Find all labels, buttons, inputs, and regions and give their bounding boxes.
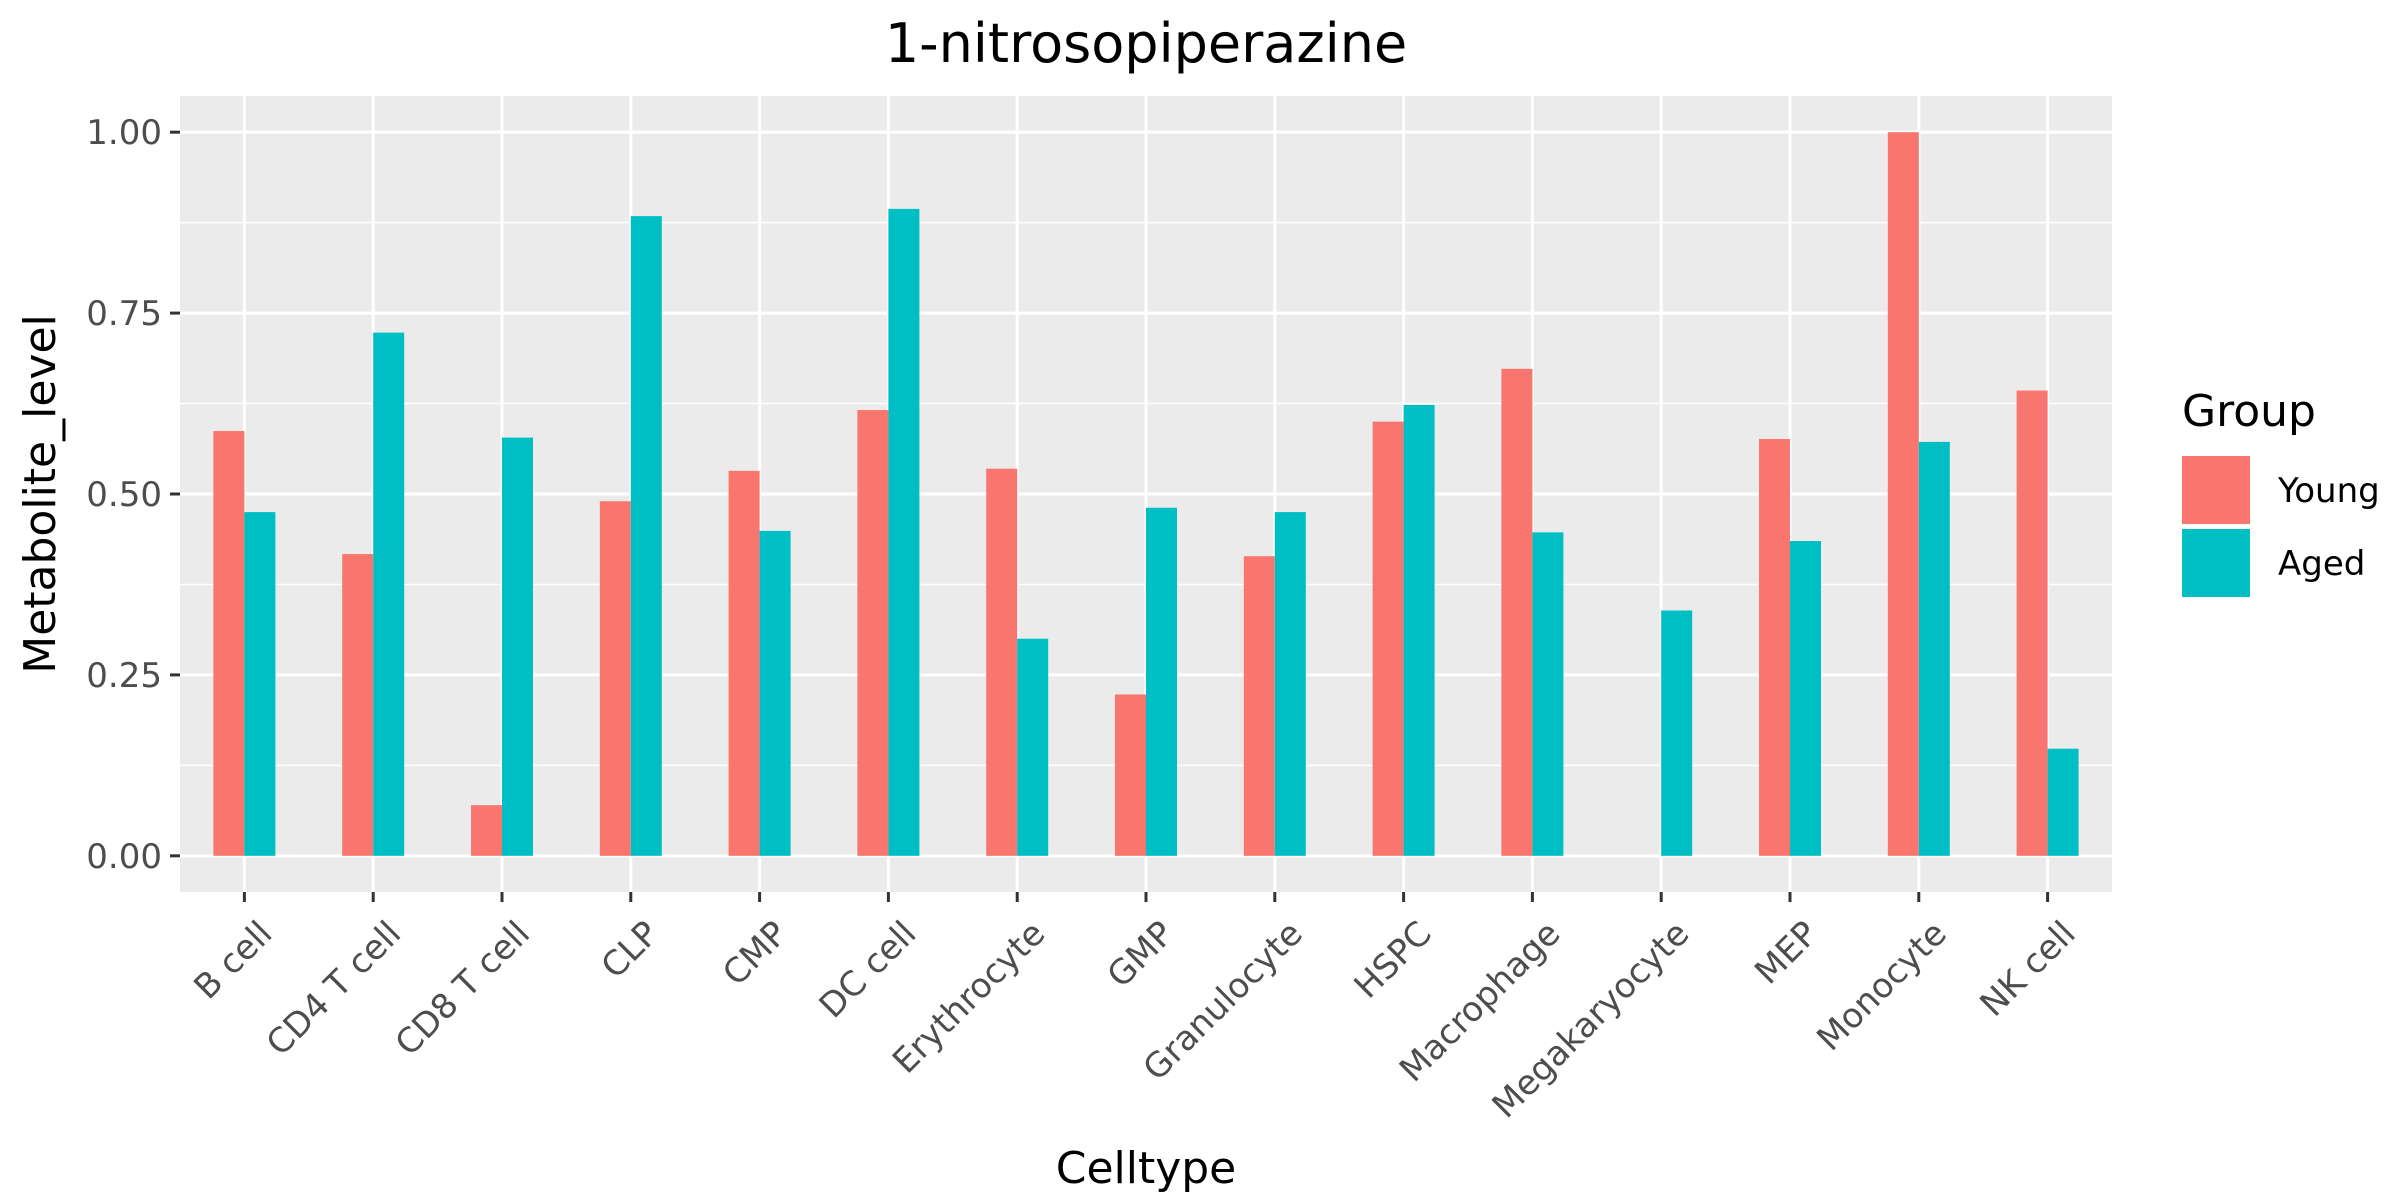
bar-aged-gmp (1146, 507, 1177, 856)
bar-young-cd4-t-cell (342, 554, 374, 856)
y-tick-label: 0.00 (86, 837, 162, 877)
bar-aged-b-cell (244, 512, 276, 856)
bar-young-granulocyte (1243, 556, 1275, 856)
legend-label-young: Young (2277, 471, 2380, 511)
bar-aged-macrophage (1532, 532, 1564, 856)
bar-aged-dc-cell (888, 208, 920, 856)
y-axis: 0.00 0.25 0.50 0.75 1.00 (86, 113, 180, 877)
bar-young-gmp (1115, 694, 1146, 856)
x-tick-label: DC cell (812, 914, 925, 1027)
x-tick-label: NK cell (1972, 914, 2083, 1025)
bar-aged-megakaryocyte (1661, 610, 1693, 856)
legend-title: Group (2182, 386, 2316, 437)
bar-aged-erythrocyte (1017, 638, 1049, 856)
legend-key-aged (2182, 529, 2250, 597)
bar-young-erythrocyte (986, 468, 1018, 856)
bar-aged-mep (1790, 541, 1821, 856)
chart-title: 1-nitrosopiperazine (885, 12, 1407, 75)
x-tick-label: CD4 T cell (259, 914, 409, 1064)
bar-young-monocyte (1887, 132, 1919, 856)
bar-aged-monocyte (1918, 441, 1950, 856)
bar-aged-cd4-t-cell (373, 332, 405, 856)
bar-aged-clp (630, 216, 662, 856)
bar-aged-nk-cell (2047, 748, 2079, 856)
bar-aged-granulocyte (1274, 512, 1306, 856)
bar-young-b-cell (213, 431, 245, 856)
bar-young-cmp (728, 470, 760, 856)
x-tick-label: Monocyte (1809, 914, 1954, 1059)
bar-aged-cd8-t-cell (502, 437, 533, 856)
y-tick-label: 0.25 (86, 656, 162, 696)
x-tick-label: CMP (715, 914, 795, 994)
x-tick-label: HSPC (1347, 914, 1440, 1007)
x-tick-label: CLP (594, 914, 667, 987)
bar-young-macrophage (1501, 368, 1533, 856)
bar-young-hspc (1372, 421, 1404, 856)
bar-young-cd8-t-cell (471, 805, 502, 856)
y-tick-label: 0.50 (86, 475, 162, 515)
bar-young-nk-cell (2016, 390, 2048, 856)
bar-young-mep (1759, 439, 1790, 856)
bars (213, 132, 2079, 856)
y-axis-title: Metabolite_level (15, 314, 66, 674)
bar-young-dc-cell (857, 410, 889, 856)
legend-label-aged: Aged (2278, 544, 2365, 584)
y-tick-label: 0.75 (86, 294, 162, 334)
x-tick-label: CD8 T cell (388, 914, 538, 1064)
legend-key-young (2182, 456, 2250, 524)
bar-aged-hspc (1403, 404, 1435, 856)
y-tick-label: 1.00 (86, 113, 162, 153)
bar-aged-cmp (759, 530, 791, 856)
legend: Group Young Aged (2182, 386, 2380, 597)
x-axis-title: Celltype (1056, 1143, 1237, 1194)
bar-young-clp (599, 501, 631, 856)
x-tick-label: GMP (1100, 914, 1182, 996)
x-tick-label: B cell (187, 914, 281, 1008)
x-tick-label: MEP (1747, 914, 1826, 993)
